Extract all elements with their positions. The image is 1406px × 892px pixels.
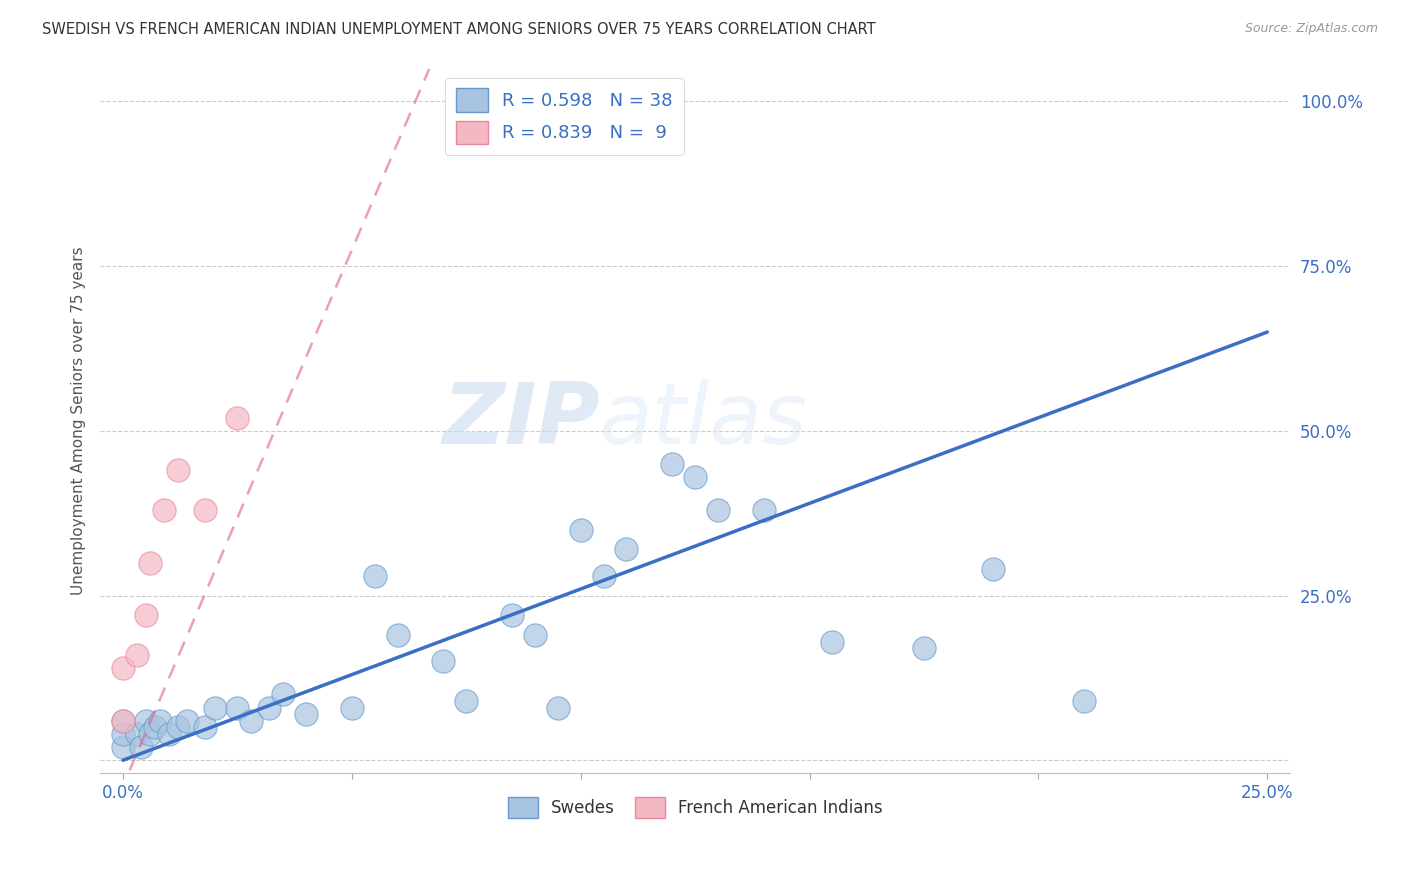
Point xyxy=(125,648,148,662)
Legend: Swedes, French American Indians: Swedes, French American Indians xyxy=(501,790,890,825)
Point xyxy=(1073,694,1095,708)
Point xyxy=(139,556,162,570)
Point xyxy=(226,410,249,425)
Point xyxy=(592,569,614,583)
Point xyxy=(111,727,134,741)
Point xyxy=(135,714,157,728)
Point xyxy=(135,608,157,623)
Point xyxy=(194,720,217,734)
Point xyxy=(153,503,176,517)
Point xyxy=(616,542,638,557)
Point xyxy=(143,720,166,734)
Point xyxy=(204,700,226,714)
Point xyxy=(157,727,180,741)
Point xyxy=(912,641,935,656)
Point xyxy=(981,562,1004,576)
Y-axis label: Unemployment Among Seniors over 75 years: Unemployment Among Seniors over 75 years xyxy=(72,247,86,595)
Point xyxy=(167,463,190,477)
Point xyxy=(167,720,190,734)
Point xyxy=(226,700,249,714)
Point xyxy=(295,707,318,722)
Point xyxy=(432,655,454,669)
Point xyxy=(707,503,730,517)
Point xyxy=(569,523,592,537)
Point xyxy=(111,661,134,675)
Point xyxy=(340,700,363,714)
Point xyxy=(387,628,409,642)
Point xyxy=(456,694,478,708)
Point xyxy=(149,714,172,728)
Point xyxy=(752,503,775,517)
Text: ZIP: ZIP xyxy=(443,379,600,462)
Point xyxy=(683,470,706,484)
Point xyxy=(523,628,546,642)
Point xyxy=(125,727,148,741)
Point xyxy=(176,714,198,728)
Point xyxy=(821,634,844,648)
Point xyxy=(547,700,569,714)
Point xyxy=(661,457,683,471)
Point xyxy=(131,740,153,755)
Point xyxy=(364,569,387,583)
Point xyxy=(111,740,134,755)
Point xyxy=(111,714,134,728)
Point xyxy=(271,687,294,701)
Text: SWEDISH VS FRENCH AMERICAN INDIAN UNEMPLOYMENT AMONG SENIORS OVER 75 YEARS CORRE: SWEDISH VS FRENCH AMERICAN INDIAN UNEMPL… xyxy=(42,22,876,37)
Point xyxy=(111,714,134,728)
Point xyxy=(501,608,523,623)
Point xyxy=(259,700,281,714)
Point xyxy=(240,714,263,728)
Point xyxy=(194,503,217,517)
Point xyxy=(139,727,162,741)
Text: Source: ZipAtlas.com: Source: ZipAtlas.com xyxy=(1244,22,1378,36)
Text: atlas: atlas xyxy=(600,379,808,462)
